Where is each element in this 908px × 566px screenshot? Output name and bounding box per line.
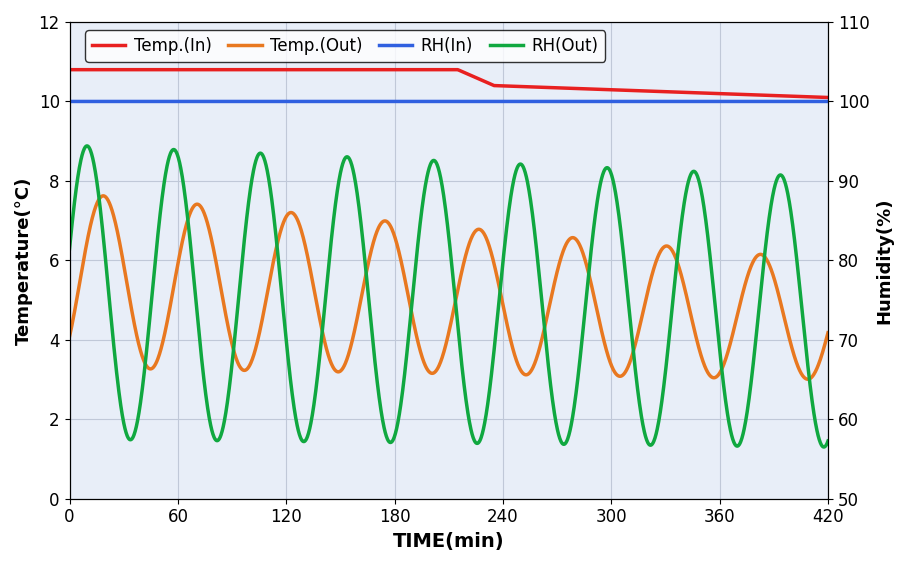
Temp.(In): [823, 94, 834, 101]
Y-axis label: Temperature(°C): Temperature(°C): [15, 176, 33, 345]
Temp.(In): [801, 93, 812, 100]
Line: Temp.(In): Temp.(In): [70, 70, 828, 97]
Temp.(Out): [64, 333, 75, 340]
Temp.(In): [433, 66, 444, 73]
Line: Temp.(Out): Temp.(Out): [70, 196, 828, 379]
RH(In): [801, 98, 812, 105]
Line: RH(Out): RH(Out): [70, 146, 828, 447]
RH(In): [413, 98, 424, 105]
RH(Out): [823, 438, 834, 444]
Temp.(Out): [823, 329, 834, 336]
Temp.(Out): [433, 363, 444, 370]
RH(Out): [662, 354, 673, 361]
Temp.(In): [800, 93, 811, 100]
RH(Out): [104, 289, 114, 295]
RH(Out): [818, 444, 829, 451]
RH(In): [661, 98, 672, 105]
X-axis label: TIME(min): TIME(min): [393, 532, 505, 551]
Temp.(Out): [803, 376, 814, 383]
RH(In): [433, 98, 444, 105]
RH(In): [800, 98, 811, 105]
Temp.(In): [413, 66, 424, 73]
RH(Out): [413, 234, 424, 241]
Temp.(In): [64, 66, 75, 73]
Temp.(Out): [104, 198, 114, 205]
Temp.(In): [103, 66, 114, 73]
RH(Out): [801, 349, 812, 355]
Temp.(In): [661, 88, 672, 95]
RH(In): [103, 98, 114, 105]
RH(Out): [82, 143, 93, 149]
RH(Out): [433, 166, 444, 173]
Temp.(Out): [413, 341, 424, 348]
RH(In): [64, 98, 75, 105]
Temp.(Out): [662, 243, 673, 250]
RH(In): [823, 98, 834, 105]
RH(Out): [801, 345, 812, 351]
RH(Out): [64, 245, 75, 252]
Y-axis label: Humidity(%): Humidity(%): [875, 197, 893, 324]
Temp.(Out): [98, 192, 109, 199]
Temp.(Out): [801, 375, 812, 382]
Legend: Temp.(In), Temp.(Out), RH(In), RH(Out): Temp.(In), Temp.(Out), RH(In), RH(Out): [85, 31, 606, 62]
Temp.(Out): [801, 376, 812, 383]
